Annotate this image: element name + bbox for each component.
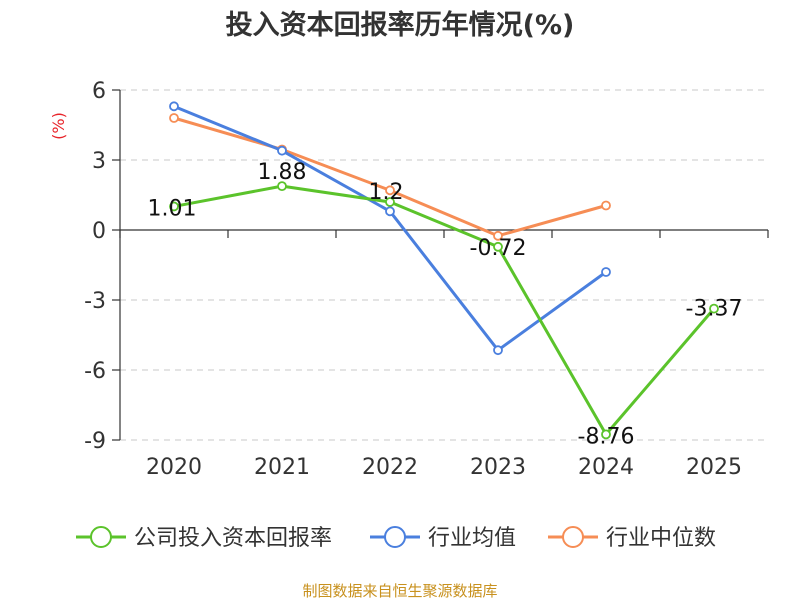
data-label: -3.37 [686, 297, 743, 322]
legend-swatch-marker [90, 526, 112, 548]
series-point-0 [169, 201, 179, 212]
series-layer [169, 101, 719, 440]
series-point-2 [385, 185, 395, 196]
series-line-2 [173, 116, 607, 238]
y-tick-label: 3 [92, 149, 106, 174]
series-point-2 [169, 113, 179, 123]
y-axis-unit: (%) [49, 112, 68, 140]
x-tick-label: 2021 [254, 455, 310, 480]
y-tick-label: 6 [92, 79, 106, 104]
y-tick-label: 0 [92, 219, 106, 244]
series-point-0 [601, 429, 611, 440]
data-label: 1.88 [258, 160, 307, 185]
series-point-0 [709, 303, 719, 314]
series-point-2 [601, 200, 611, 211]
source-note: 制图数据来自恒生聚源数据库 [302, 582, 497, 600]
x-tick-label: 2024 [578, 455, 634, 480]
data-label: -0.72 [470, 236, 527, 261]
data-label: -8.76 [578, 424, 635, 449]
series-point-0 [385, 197, 395, 207]
series-point-2 [493, 230, 503, 241]
x-axis: 2020 2021 2022 2023 2024 2025 [119, 90, 769, 480]
chart-title: 投入资本回报率历年情况(%) [226, 9, 575, 41]
legend-label: 公司投入资本回报率 [134, 526, 332, 551]
x-tick-label: 2022 [362, 455, 418, 480]
series-line-1 [173, 104, 607, 352]
y-tick-label: -6 [84, 359, 106, 384]
legend-swatch-marker [562, 526, 584, 548]
y-tick-label: -9 [84, 429, 106, 454]
x-tick-label: 2020 [146, 455, 202, 480]
series-point-1 [601, 267, 611, 277]
x-tick-label: 2025 [686, 455, 742, 480]
x-tick-label: 2023 [470, 455, 526, 480]
series-point-1 [493, 345, 503, 356]
legend-label: 行业均值 [428, 526, 516, 551]
series-point-1 [385, 206, 395, 217]
series-point-1 [169, 101, 179, 112]
series-point-0 [493, 241, 503, 252]
legend: 公司投入资本回报率 行业均值 行业中位数 [76, 526, 716, 551]
series-point-0 [277, 181, 287, 192]
data-label: 1.01 [148, 196, 197, 221]
y-axis-ticks: 6 3 0 -3 -6 -9 [84, 79, 120, 454]
data-labels: 1.01 1.88 1.2 -0.72 -8.76 -3.37 [148, 160, 743, 449]
legend-label: 行业中位数 [606, 526, 716, 551]
grid [120, 89, 768, 441]
data-label: 1.2 [369, 180, 404, 205]
series-point-1 [277, 145, 287, 156]
y-tick-label: -3 [84, 289, 106, 314]
series-line-0 [173, 184, 716, 436]
legend-swatch-marker [384, 526, 406, 548]
